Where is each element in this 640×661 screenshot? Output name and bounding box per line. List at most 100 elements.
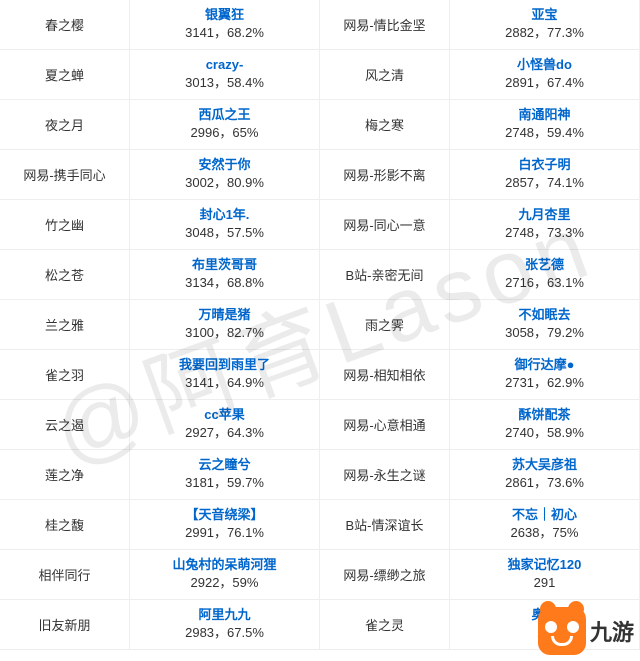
player-stats: 3002，80.9% (185, 174, 264, 192)
brand-text: 九游 (590, 615, 634, 647)
server-name: 梅之寒 (365, 115, 404, 134)
player-name[interactable]: 苏大吴彦祖 (512, 457, 577, 474)
player-name[interactable]: 酥饼配茶 (518, 407, 570, 424)
server-name: 雀之羽 (45, 365, 84, 384)
player-stats: 2983，67.5% (185, 624, 264, 642)
player-name[interactable]: cc苹果 (204, 407, 244, 424)
server-name: 夜之月 (45, 115, 84, 134)
player-cell: 银翼狂3141，68.2% (130, 0, 320, 50)
player-stats: 3058，79.2% (505, 324, 584, 342)
server-name: 桂之馥 (45, 515, 84, 534)
player-stats: 3134，68.8% (185, 274, 264, 292)
player-stats: 3141，68.2% (185, 24, 264, 42)
player-name[interactable]: 白衣子明 (518, 157, 570, 174)
server-name: 兰之雅 (45, 315, 84, 334)
server-cell: 网易-心意相通 (320, 400, 450, 450)
player-name[interactable]: 不如眠去 (518, 307, 570, 324)
player-stats: 3048，57.5% (185, 224, 264, 242)
player-cell: 南通阳神2748，59.4% (450, 100, 640, 150)
server-name: 网易-缥缈之旅 (343, 565, 425, 584)
server-name: 莲之净 (45, 465, 84, 484)
server-name: 春之樱 (45, 15, 84, 34)
server-name: 云之遏 (45, 415, 84, 434)
server-cell: 网易-相知相依 (320, 350, 450, 400)
player-name[interactable]: 西瓜之王 (198, 107, 250, 124)
player-cell: 张艺德2716，63.1% (450, 250, 640, 300)
player-cell: 不忘｜初心2638，75% (450, 500, 640, 550)
server-cell: 松之苍 (0, 250, 130, 300)
server-name: 相伴同行 (38, 565, 90, 584)
ranking-table: 春之樱夏之蝉夜之月网易-携手同心竹之幽松之苍兰之雅雀之羽云之遏莲之净桂之馥相伴同… (0, 0, 640, 650)
player-name[interactable]: 亚宝 (531, 7, 557, 24)
server-name: 松之苍 (45, 265, 84, 284)
player-stats: 2638，75% (511, 524, 579, 542)
player-name[interactable]: 九月杏里 (518, 207, 570, 224)
brand-logo[interactable]: 九游 (538, 607, 634, 655)
server-name: 网易-心意相通 (343, 415, 425, 434)
player-stats: 2731，62.9% (505, 374, 584, 392)
player-name[interactable]: crazy- (206, 57, 244, 74)
player-stats: 3013，58.4% (185, 74, 264, 92)
server-cell: 雀之灵 (320, 600, 450, 650)
player-cell: 九月杏里2748，73.3% (450, 200, 640, 250)
player-stats: 2740，58.9% (505, 424, 584, 442)
player-name[interactable]: 封心1年. (200, 207, 250, 224)
player-stats: 2891，67.4% (505, 74, 584, 92)
server-name: 旧友新朋 (38, 615, 90, 634)
player-cell: 封心1年.3048，57.5% (130, 200, 320, 250)
player-stats: 2716，63.1% (505, 274, 584, 292)
player-cell: 西瓜之王2996，65% (130, 100, 320, 150)
server-name: B站-情深谊长 (345, 515, 423, 534)
player-cell: 苏大吴彦祖2861，73.6% (450, 450, 640, 500)
player-cell: 酥饼配茶2740，58.9% (450, 400, 640, 450)
player-cell: 安然于你3002，80.9% (130, 150, 320, 200)
player-stats: 2861，73.6% (505, 474, 584, 492)
server-cell: 网易-缥缈之旅 (320, 550, 450, 600)
player-stats: 2748，73.3% (505, 224, 584, 242)
server-cell: 旧友新朋 (0, 600, 130, 650)
player-name[interactable]: 万晴是猪 (198, 307, 250, 324)
server-cell: 网易-情比金坚 (320, 0, 450, 50)
server-cell: 春之樱 (0, 0, 130, 50)
player-name[interactable]: 银翼狂 (205, 7, 244, 24)
server-cell: 云之遏 (0, 400, 130, 450)
player-name[interactable]: 【天音绕梁】 (185, 507, 263, 524)
server-name: 夏之蝉 (45, 65, 84, 84)
player-cell: 白衣子明2857，74.1% (450, 150, 640, 200)
player-name[interactable]: 御行达摩● (515, 357, 575, 374)
player-stats: 2991，76.1% (185, 524, 264, 542)
player-stats: 2927，64.3% (185, 424, 264, 442)
player-stats: 2748，59.4% (505, 124, 584, 142)
player-cell: crazy-3013，58.4% (130, 50, 320, 100)
player-name[interactable]: 山兔村的呆萌河狸 (172, 557, 276, 574)
player-cell: 亚宝2882，77.3% (450, 0, 640, 50)
player-name[interactable]: 独家记忆120 (508, 557, 582, 574)
player-name[interactable]: 布里茨哥哥 (192, 257, 257, 274)
server-name: 网易-永生之谜 (343, 465, 425, 484)
player-name[interactable]: 南通阳神 (518, 107, 570, 124)
server-cell: B站-亲密无间 (320, 250, 450, 300)
player-name[interactable]: 小怪兽do (517, 57, 572, 74)
player-name[interactable]: 阿里九九 (198, 607, 250, 624)
player-cell: 云之瞳兮3181，59.7% (130, 450, 320, 500)
player-cell: cc苹果2927，64.3% (130, 400, 320, 450)
player-name[interactable]: 张艺德 (525, 257, 564, 274)
player-stats: 2882，77.3% (505, 24, 584, 42)
player-name[interactable]: 安然于你 (198, 157, 250, 174)
player-cell: 【天音绕梁】2991，76.1% (130, 500, 320, 550)
server-cell: 桂之馥 (0, 500, 130, 550)
server-cell: 竹之幽 (0, 200, 130, 250)
server-name: 风之清 (365, 65, 404, 84)
player-name[interactable]: 我要回到雨里了 (179, 357, 270, 374)
player-cell: 山兔村的呆萌河狸2922，59% (130, 550, 320, 600)
player-stats: 2996，65% (191, 124, 259, 142)
player-name[interactable]: 不忘｜初心 (512, 507, 577, 524)
server-cell: 兰之雅 (0, 300, 130, 350)
player-cell: 小怪兽do2891，67.4% (450, 50, 640, 100)
player-stats: 3181，59.7% (185, 474, 264, 492)
player-cell: 阿里九九2983，67.5% (130, 600, 320, 650)
player-stats: 291 (534, 574, 556, 592)
server-cell: 夏之蝉 (0, 50, 130, 100)
player-name[interactable]: 云之瞳兮 (198, 457, 250, 474)
server-cell: B站-情深谊长 (320, 500, 450, 550)
